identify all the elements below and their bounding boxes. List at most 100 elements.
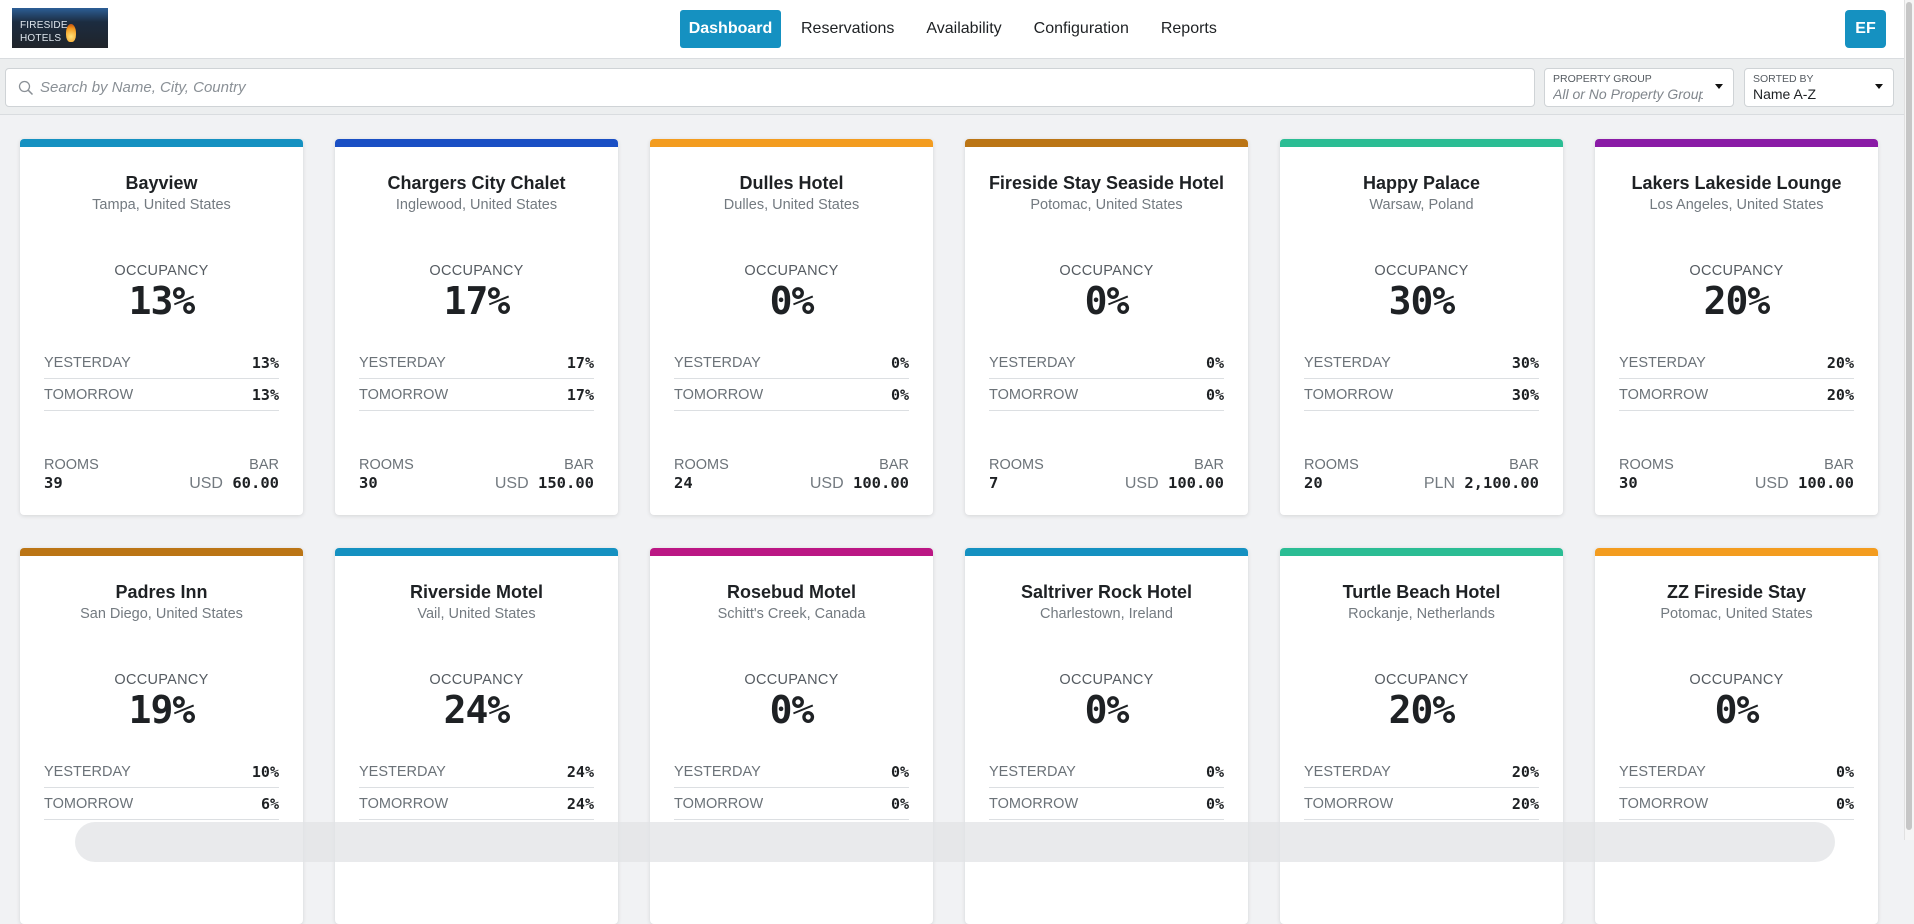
hotel-name[interactable]: Padres Inn [115,582,208,602]
hotel-name[interactable]: Lakers Lakeside Lounge [1631,173,1842,193]
tomorrow-row: TOMORROW 0% [989,788,1224,820]
user-avatar[interactable]: EF [1845,10,1886,48]
hotel-name[interactable]: Fireside Stay Seaside Hotel [988,173,1225,193]
tomorrow-label: TOMORROW [1619,387,1709,403]
hotel-name[interactable]: ZZ Fireside Stay [1666,582,1807,602]
hotel-card[interactable]: Chargers City Chalet Inglewood, United S… [335,139,618,515]
yesterday-row: YESTERDAY 17% [359,347,594,379]
card-color-bar [335,139,618,147]
bar-value: 150.00 [538,474,594,492]
tomorrow-value: 20% [1511,795,1539,813]
hotel-location: Schitt's Creek, Canada [717,606,866,622]
rooms-value: 30 [1619,474,1638,492]
filter-bar: PROPERTY GROUP All or No Property Group … [0,59,1904,115]
bar-label: BAR [1194,457,1224,473]
hotel-location: Los Angeles, United States [1649,197,1824,213]
hotel-name[interactable]: Riverside Motel [409,582,544,602]
tomorrow-row: TOMORROW 0% [674,788,909,820]
occupancy-label: OCCUPANCY [114,263,209,279]
hotel-card[interactable]: Padres Inn San Diego, United States OCCU… [20,548,303,924]
bar-currency: USD [809,475,844,492]
search-box[interactable] [5,68,1535,107]
hotel-card[interactable]: Saltriver Rock Hotel Charlestown, Irelan… [965,548,1248,924]
tomorrow-row: TOMORROW 24% [359,788,594,820]
bar-currency: USD [494,475,529,492]
hotel-card[interactable]: Riverside Motel Vail, United States OCCU… [335,548,618,924]
occupancy-value: 13% [128,279,196,323]
nav-availability[interactable]: Availability [926,20,1002,37]
occupancy-label: OCCUPANCY [1689,263,1784,279]
tomorrow-label: TOMORROW [989,387,1079,403]
bar-label: BAR [1824,457,1854,473]
occupancy-value: 24% [443,688,511,732]
fireside-hotels-logo[interactable]: FIRESIDE HOTELS [12,8,108,48]
card-color-bar [965,139,1248,147]
sorted-by-select[interactable]: SORTED BY Name A-Z [1744,68,1894,107]
property-group-label: PROPERTY GROUP [1553,73,1652,85]
yesterday-value: 17% [566,354,594,372]
tomorrow-value: 30% [1511,386,1539,404]
tomorrow-label: TOMORROW [989,796,1079,812]
card-color-bar [1595,139,1878,147]
tomorrow-row: TOMORROW 20% [1304,788,1539,820]
bar-currency: USD [1124,475,1159,492]
hotel-card[interactable]: Lakers Lakeside Lounge Los Angeles, Unit… [1595,139,1878,515]
tomorrow-value: 13% [251,386,279,404]
card-color-bar [20,139,303,147]
rooms-label: ROOMS [44,457,99,473]
yesterday-label: YESTERDAY [1619,764,1706,780]
hotel-location: Dulles, United States [723,197,860,213]
yesterday-value: 30% [1511,354,1539,372]
hotel-card[interactable]: Rosebud Motel Schitt's Creek, Canada OCC… [650,548,933,924]
tomorrow-label: TOMORROW [359,387,449,403]
hotel-card[interactable]: Dulles Hotel Dulles, United States OCCUP… [650,139,933,515]
yesterday-value: 0% [890,763,909,781]
hotel-name[interactable]: Happy Palace [1362,173,1481,193]
tomorrow-label: TOMORROW [44,796,134,812]
yesterday-value: 10% [251,763,279,781]
nav-configuration[interactable]: Configuration [1033,20,1129,37]
main-nav: Dashboard Reservations Availability Conf… [680,10,1233,48]
rooms-label: ROOMS [1304,457,1359,473]
bar-currency: PLN [1423,475,1455,492]
nav-reservations[interactable]: Reservations [801,20,895,37]
yesterday-row: YESTERDAY 0% [989,756,1224,788]
scrollbar-thumb[interactable] [1906,2,1912,830]
caret-down-icon [1875,84,1883,89]
occupancy-label: OCCUPANCY [1374,263,1469,279]
hotel-name[interactable]: Chargers City Chalet [387,173,566,193]
yesterday-label: YESTERDAY [44,355,131,371]
occupancy-label: OCCUPANCY [429,263,524,279]
bar-label: BAR [879,457,909,473]
caret-down-icon [1715,84,1723,89]
campfire-icon [66,24,76,42]
occupancy-label: OCCUPANCY [1374,672,1469,688]
hotel-name[interactable]: Rosebud Motel [727,582,856,602]
hotel-location: Potomac, United States [1660,606,1813,622]
tomorrow-value: 0% [1205,386,1224,404]
tomorrow-label: TOMORROW [1304,387,1394,403]
hotel-name[interactable]: Dulles Hotel [739,173,844,193]
hotel-card[interactable]: Happy Palace Warsaw, Poland OCCUPANCY 30… [1280,139,1563,515]
search-input[interactable] [40,69,1520,106]
occupancy-label: OCCUPANCY [744,263,839,279]
hotel-card[interactable]: Bayview Tampa, United States OCCUPANCY 1… [20,139,303,515]
card-footer: ROOMS 39 BAR USD 60.00 [44,457,279,493]
card-color-bar [965,548,1248,556]
hotel-location: Inglewood, United States [395,197,558,213]
card-color-bar [650,139,933,147]
nav-reports[interactable]: Reports [1160,20,1217,37]
nav-dashboard[interactable]: Dashboard [680,10,781,48]
hotel-name[interactable]: Saltriver Rock Hotel [1020,582,1193,602]
property-group-select[interactable]: PROPERTY GROUP All or No Property Group [1544,68,1734,107]
tomorrow-value: 0% [890,795,909,813]
tomorrow-row: TOMORROW 0% [674,379,909,411]
hotel-card[interactable]: Fireside Stay Seaside Hotel Potomac, Uni… [965,139,1248,515]
hotel-card[interactable]: Turtle Beach Hotel Rockanje, Netherlands… [1280,548,1563,924]
hotel-name[interactable]: Turtle Beach Hotel [1342,582,1501,602]
hotel-card[interactable]: ZZ Fireside Stay Potomac, United States … [1595,548,1878,924]
hotel-name[interactable]: Bayview [125,173,198,193]
sorted-by-label: SORTED BY [1753,73,1814,85]
hotel-location: Charlestown, Ireland [1040,606,1173,622]
card-color-bar [1280,139,1563,147]
